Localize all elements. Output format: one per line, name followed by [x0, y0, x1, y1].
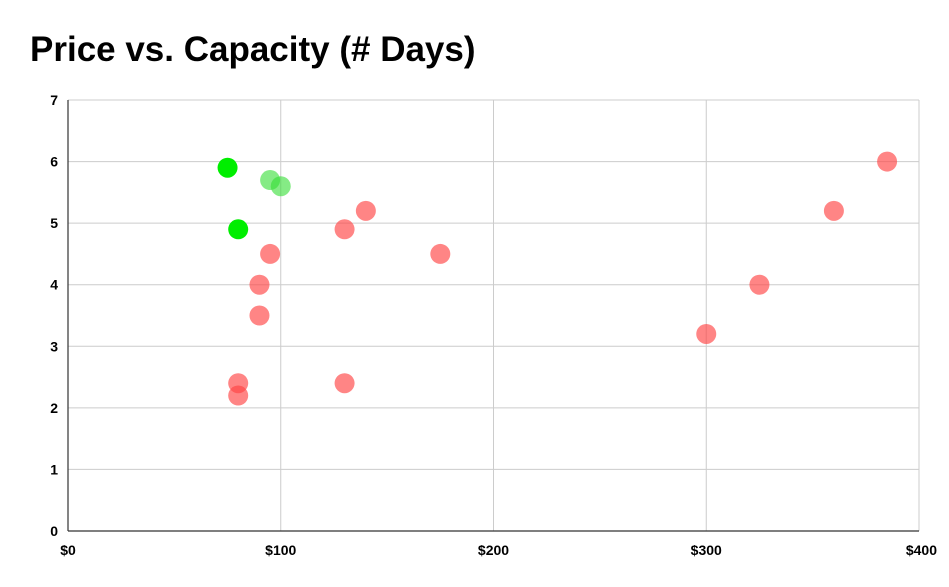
x-tick-label: $400: [906, 542, 937, 558]
y-tick-label: 5: [50, 215, 58, 231]
y-tick-label: 1: [50, 461, 58, 477]
axes: [67, 100, 919, 532]
grid: [68, 99, 920, 531]
y-tick-label: 4: [50, 277, 58, 293]
scatter-point: [877, 151, 898, 172]
scatter-point: [217, 157, 238, 178]
scatter-point: [749, 274, 770, 295]
scatter-point: [270, 176, 291, 197]
y-tick-label: 7: [50, 92, 58, 108]
scatter-point: [355, 200, 376, 221]
scatter-point: [249, 274, 270, 295]
data-points: [217, 151, 898, 406]
scatter-point: [334, 373, 355, 394]
scatter-point: [249, 305, 270, 326]
scatter-point: [260, 243, 281, 264]
scatter-point: [228, 385, 249, 406]
scatter-point: [228, 219, 249, 240]
y-tick-label: 6: [50, 154, 58, 170]
scatter-point: [823, 200, 844, 221]
x-tick-label: $200: [478, 542, 509, 558]
scatter-point: [334, 219, 355, 240]
scatter-point: [430, 243, 451, 264]
y-tick-label: 3: [50, 338, 58, 354]
chart-title: Price vs. Capacity (# Days): [30, 30, 476, 69]
x-tick-label: $0: [60, 542, 76, 558]
y-tick-label: 0: [50, 523, 58, 539]
tick-labels: 0 1 2 3 4 5 6 7 $0 $100 $200 $300 $400: [50, 92, 937, 558]
x-tick-label: $100: [265, 542, 296, 558]
scatter-point: [696, 323, 717, 344]
y-tick-label: 2: [50, 400, 58, 416]
x-tick-label: $300: [691, 542, 722, 558]
